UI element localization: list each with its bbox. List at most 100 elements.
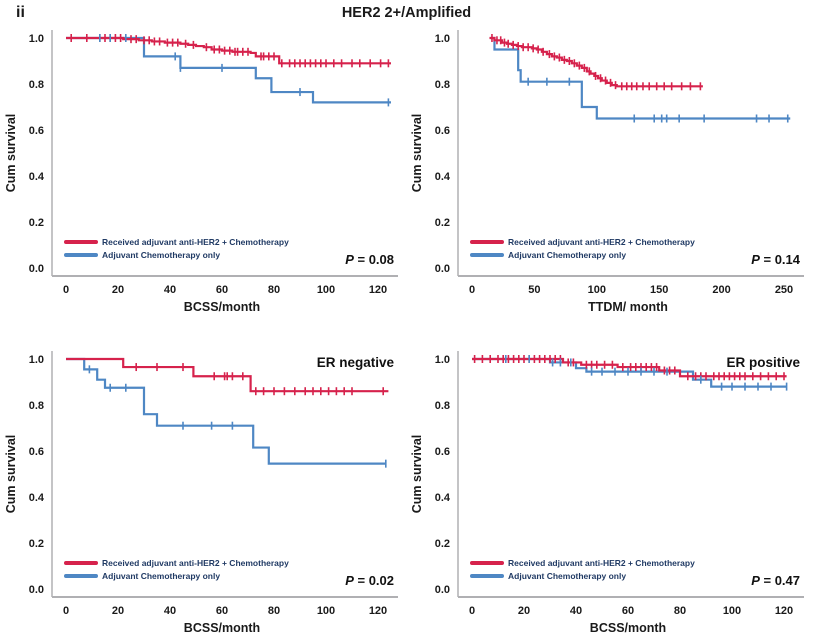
km-curve-control (490, 36, 791, 120)
censor-ticks-control (99, 34, 390, 107)
x-tick-label: 20 (112, 605, 124, 617)
x-tick-label: 40 (164, 605, 176, 617)
panel-bcss-er-negative: 0.0 0.2 0.4 0.6 0.8 1.0 0 20 40 60 80 100 120 BCSS/mo… (0, 323, 406, 636)
x-tick-label: 200 (712, 284, 730, 296)
y-axis-title: Cum survival (4, 435, 18, 514)
panel-index-label: ii (16, 4, 25, 21)
x-tick-label: 0 (63, 284, 69, 296)
censor-ticks-treated (135, 363, 385, 396)
axis-tick-labels: 0.0 0.2 0.4 0.6 0.8 1.0 0 20 40 60 80 100 120 (435, 354, 793, 617)
x-tick-label: 20 (518, 605, 530, 617)
legend-label: Received adjuvant anti-HER2 + Chemothera… (102, 558, 289, 568)
er-status-annotation: ER negative (317, 355, 395, 370)
y-tick-label: 0.0 (435, 263, 450, 275)
x-tick-label: 250 (775, 284, 793, 296)
x-tick-label: 0 (63, 605, 69, 617)
y-tick-label: 0.4 (29, 171, 45, 183)
y-tick-label: 0.2 (29, 538, 44, 550)
legend-label: Adjuvant Chemotherapy only (102, 571, 220, 581)
panel-grid: 0.0 0.2 0.4 0.6 0.8 1.0 0 20 40 60 80 100 120 BCSS/mo… (0, 28, 813, 636)
km-plot-ttdm-all: 0.0 0.2 0.4 0.6 0.8 1.0 0 50 100 150 200 250 TTDM/ m… (410, 30, 804, 314)
y-tick-label: 0.4 (435, 171, 451, 183)
y-tick-label: 0.8 (29, 79, 44, 91)
y-tick-label: 1.0 (435, 33, 450, 45)
x-tick-label: 100 (723, 605, 741, 617)
y-tick-label: 0.0 (29, 263, 44, 275)
legend-label: Received adjuvant anti-HER2 + Chemothera… (508, 237, 695, 247)
legend: Received adjuvant anti-HER2 + Chemothera… (470, 558, 695, 581)
y-tick-label: 0.8 (29, 400, 44, 412)
x-tick-label: 80 (674, 605, 686, 617)
x-tick-label: 50 (528, 284, 540, 296)
y-tick-label: 0.6 (29, 125, 44, 137)
x-tick-label: 60 (216, 605, 228, 617)
censor-ticks-control (505, 355, 788, 391)
axis-tick-labels: 0.0 0.2 0.4 0.6 0.8 1.0 0 50 100 150 200 250 (435, 33, 793, 296)
p-value: P = 0.08 (345, 252, 394, 267)
legend: Received adjuvant anti-HER2 + Chemothera… (64, 558, 289, 581)
p-value: P = 0.14 (751, 252, 801, 267)
y-tick-label: 0.4 (435, 492, 451, 504)
x-tick-label: 80 (268, 284, 280, 296)
x-tick-label: 40 (570, 605, 582, 617)
censor-ticks-control (527, 77, 789, 123)
x-tick-label: 100 (317, 605, 335, 617)
x-tick-label: 120 (775, 605, 793, 617)
x-tick-label: 20 (112, 284, 124, 296)
x-tick-label: 150 (650, 284, 668, 296)
legend-label: Adjuvant Chemotherapy only (102, 250, 220, 260)
y-tick-label: 0.6 (435, 125, 450, 137)
km-plot-bcss-er-positive: 0.0 0.2 0.4 0.6 0.8 1.0 0 20 40 60 80 100 120 BCSS/mo… (410, 351, 804, 635)
x-tick-label: 60 (216, 284, 228, 296)
y-tick-label: 1.0 (29, 33, 44, 45)
axis-tick-labels: 0.0 0.2 0.4 0.6 0.8 1.0 0 20 40 60 80 100 120 (29, 33, 387, 296)
x-axis-title: BCSS/month (184, 621, 260, 635)
y-tick-label: 0.2 (435, 538, 450, 550)
y-tick-label: 0.8 (435, 79, 450, 91)
x-tick-label: 120 (369, 605, 387, 617)
p-value: P = 0.02 (345, 573, 394, 588)
x-tick-label: 0 (469, 605, 475, 617)
legend: Received adjuvant anti-HER2 + Chemothera… (64, 237, 289, 260)
km-curve-control (66, 36, 391, 104)
x-tick-label: 60 (622, 605, 634, 617)
x-axis-title: BCSS/month (184, 300, 260, 314)
legend-label: Adjuvant Chemotherapy only (508, 250, 626, 260)
x-axis-title: BCSS/month (590, 621, 666, 635)
panel-bcss-all: 0.0 0.2 0.4 0.6 0.8 1.0 0 20 40 60 80 100 120 BCSS/mo… (0, 28, 406, 323)
x-tick-label: 100 (317, 284, 335, 296)
km-curve-treated (66, 357, 389, 393)
censor-ticks-treated (491, 34, 702, 91)
y-tick-label: 0.2 (29, 217, 44, 229)
y-tick-label: 0.6 (435, 446, 450, 458)
figure-header: ii HER2 2+/Amplified (0, 0, 813, 28)
y-tick-label: 0.6 (29, 446, 44, 458)
km-plot-bcss-all: 0.0 0.2 0.4 0.6 0.8 1.0 0 20 40 60 80 100 120 BCSS/mo… (4, 30, 398, 314)
y-tick-label: 0.2 (435, 217, 450, 229)
panel-bcss-er-positive: 0.0 0.2 0.4 0.6 0.8 1.0 0 20 40 60 80 100 120 BCSS/mo… (406, 323, 813, 636)
x-tick-label: 80 (268, 605, 280, 617)
x-axis-title: TTDM/ month (588, 300, 668, 314)
p-value: P = 0.47 (751, 573, 800, 588)
y-tick-label: 0.4 (29, 492, 45, 504)
panel-ttdm-all: 0.0 0.2 0.4 0.6 0.8 1.0 0 50 100 150 200 250 TTDM/ m… (406, 28, 813, 323)
figure-title: HER2 2+/Amplified (341, 5, 472, 21)
y-tick-label: 0.0 (435, 584, 450, 596)
x-tick-label: 0 (469, 284, 475, 296)
legend-label: Received adjuvant anti-HER2 + Chemothera… (508, 558, 695, 568)
axis-tick-labels: 0.0 0.2 0.4 0.6 0.8 1.0 0 20 40 60 80 100 120 (29, 354, 387, 617)
legend-label: Received adjuvant anti-HER2 + Chemothera… (102, 237, 289, 247)
x-tick-label: 120 (369, 284, 387, 296)
er-status-annotation: ER positive (726, 355, 800, 370)
censor-ticks-control (88, 365, 387, 468)
y-tick-label: 1.0 (29, 354, 44, 366)
y-tick-label: 1.0 (435, 354, 450, 366)
x-tick-label: 100 (588, 284, 606, 296)
x-tick-label: 40 (164, 284, 176, 296)
y-axis-title: Cum survival (410, 114, 424, 193)
y-tick-label: 0.8 (435, 400, 450, 412)
legend-label: Adjuvant Chemotherapy only (508, 571, 626, 581)
km-curve-treated (472, 357, 787, 378)
y-tick-label: 0.0 (29, 584, 44, 596)
